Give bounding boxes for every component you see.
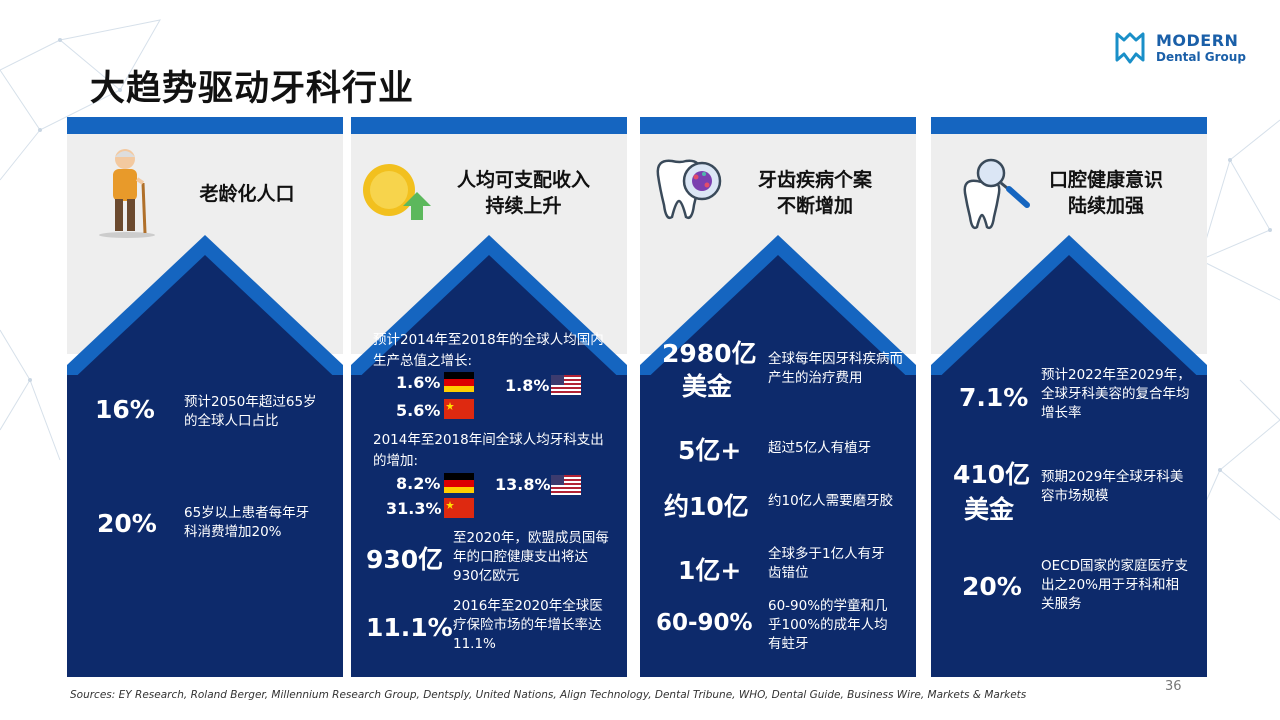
heading-line: 口腔健康意识 (1048, 169, 1163, 191)
heading-line: 陆续加强 (1067, 195, 1144, 217)
stat-description: 65岁以上患者每年牙科消费增加20% (184, 505, 310, 540)
china-gdp-value: 5.6% (396, 401, 441, 420)
column-heading: 老龄化人口 (199, 183, 295, 205)
stat-description: OECD国家的家庭医疗支出之20%用于牙科和相关服务 (1041, 558, 1188, 612)
stat-value: 5亿+ (678, 436, 742, 465)
column-body (67, 365, 343, 677)
column-top-bar (67, 117, 343, 134)
chevron-shape (67, 235, 343, 375)
stat-description: 预计2022年至2029年，全球牙科美容的复合年均增长率 (1041, 367, 1191, 421)
china-dental-value: 31.3% (386, 499, 442, 518)
stat-description: 约10亿人需要磨牙胶 (768, 493, 894, 509)
stat-value: 20% (962, 572, 1022, 601)
column-heading: 人均可支配收入 持续上升 (436, 167, 611, 219)
chevron-shape (640, 235, 916, 375)
logo-mark-icon (1115, 32, 1145, 64)
column-dental-disease: 牙齿疾病个案 不断增加 2980亿 美金 全球每年因牙科疾病而产生的治疗费用 5… (640, 117, 916, 677)
chevron-shape (931, 235, 1207, 375)
stat-value-line: 410亿 (953, 460, 1031, 489)
stat-description: 60-90%的学童和几乎100%的成年人均有蛀牙 (768, 598, 888, 652)
company-logo: MODERN Dental Group (1112, 30, 1252, 72)
germany-flag-icon (444, 473, 474, 493)
column-heading: 口腔健康意识 陆续加强 (1031, 167, 1181, 219)
usa-gdp-value: 1.8% (505, 376, 550, 395)
column-top-bar (351, 117, 627, 134)
stat-description: 全球多于1亿人有牙齿错位 (768, 546, 885, 581)
stat-value-line: 美金 (681, 372, 732, 401)
china-flag-icon (444, 498, 474, 518)
column-body (931, 365, 1207, 677)
sources-footnote: Sources: EY Research, Roland Berger, Mil… (70, 689, 1027, 701)
column-top-bar (640, 117, 916, 134)
stat-value: 7.1% (959, 383, 1029, 412)
heading-line: 不断增加 (776, 195, 853, 217)
heading-line: 牙齿疾病个案 (757, 169, 872, 191)
stat-description: 预期2029年全球牙科美容市场规模 (1041, 469, 1184, 504)
column-oral-health-awareness: 口腔健康意识 陆续加强 7.1% 预计2022年至2029年，全球牙科美容的复合… (931, 117, 1207, 677)
page-title: 大趋势驱动牙科行业 (90, 69, 415, 109)
usa-flag-icon (551, 475, 581, 495)
logo-name: MODERN (1156, 31, 1239, 50)
stat-value-line: 美金 (963, 495, 1014, 524)
stat-value: 930亿 (366, 545, 444, 574)
elderly-person-icon (99, 149, 155, 238)
dental-spend-intro: 2014年至2018年间全球人均牙科支出的增加: (373, 432, 604, 469)
column-top-bar (931, 117, 1207, 134)
germany-flag-icon (444, 372, 474, 392)
germany-gdp-value: 1.6% (396, 373, 441, 392)
heading-line: 持续上升 (485, 195, 562, 217)
column-heading: 牙齿疾病个案 不断增加 (740, 167, 890, 219)
stat-description: 预计2050年超过65岁的全球人口占比 (184, 394, 317, 429)
stat-value: 约10亿 (664, 492, 749, 521)
stat-description: 超过5亿人有植牙 (768, 440, 872, 456)
stat-value: 2980亿 美金 (662, 337, 757, 403)
china-flag-icon (444, 399, 474, 419)
coin-growth-icon (363, 164, 431, 220)
logo-subname: Dental Group (1156, 50, 1246, 64)
column-body (640, 365, 916, 677)
stat-value: 1亿+ (678, 556, 742, 585)
column-body (351, 365, 627, 677)
stat-value: 60-90% (656, 610, 753, 636)
usa-dental-value: 13.8% (495, 475, 551, 494)
stat-description: 全球每年因牙科疾病而产生的治疗费用 (768, 351, 903, 386)
stat-value: 16% (95, 395, 155, 424)
stat-value: 410亿 美金 (953, 457, 1030, 527)
gdp-growth-intro: 预计2014年至2018年的全球人均国内生产总值之增长: (373, 332, 604, 369)
tooth-magnifier-icon (963, 158, 1030, 230)
stat-description: 至2020年，欧盟成员国每年的口腔健康支出将达930亿欧元 (453, 530, 609, 584)
tooth-bacteria-icon (656, 159, 722, 219)
stat-value-line: 2980亿 (662, 339, 757, 368)
germany-dental-value: 8.2% (396, 474, 441, 493)
usa-flag-icon (551, 375, 581, 395)
stat-description: 2016年至2020年全球医疗保险市场的年增长率达11.1% (453, 598, 603, 652)
heading-line: 人均可支配收入 (456, 169, 590, 191)
stat-value: 11.1% (366, 613, 453, 642)
chevron-shape (351, 235, 627, 375)
column-disposable-income: 人均可支配收入 持续上升 预计2014年至2018年的全球人均国内生产总值之增长… (351, 117, 627, 677)
page-number: 36 (1165, 679, 1182, 694)
stat-value: 20% (97, 509, 157, 538)
column-aging-population: 老龄化人口 16% 预计2050年超过65岁的全球人口占比 20% 65岁以上患… (67, 117, 343, 677)
